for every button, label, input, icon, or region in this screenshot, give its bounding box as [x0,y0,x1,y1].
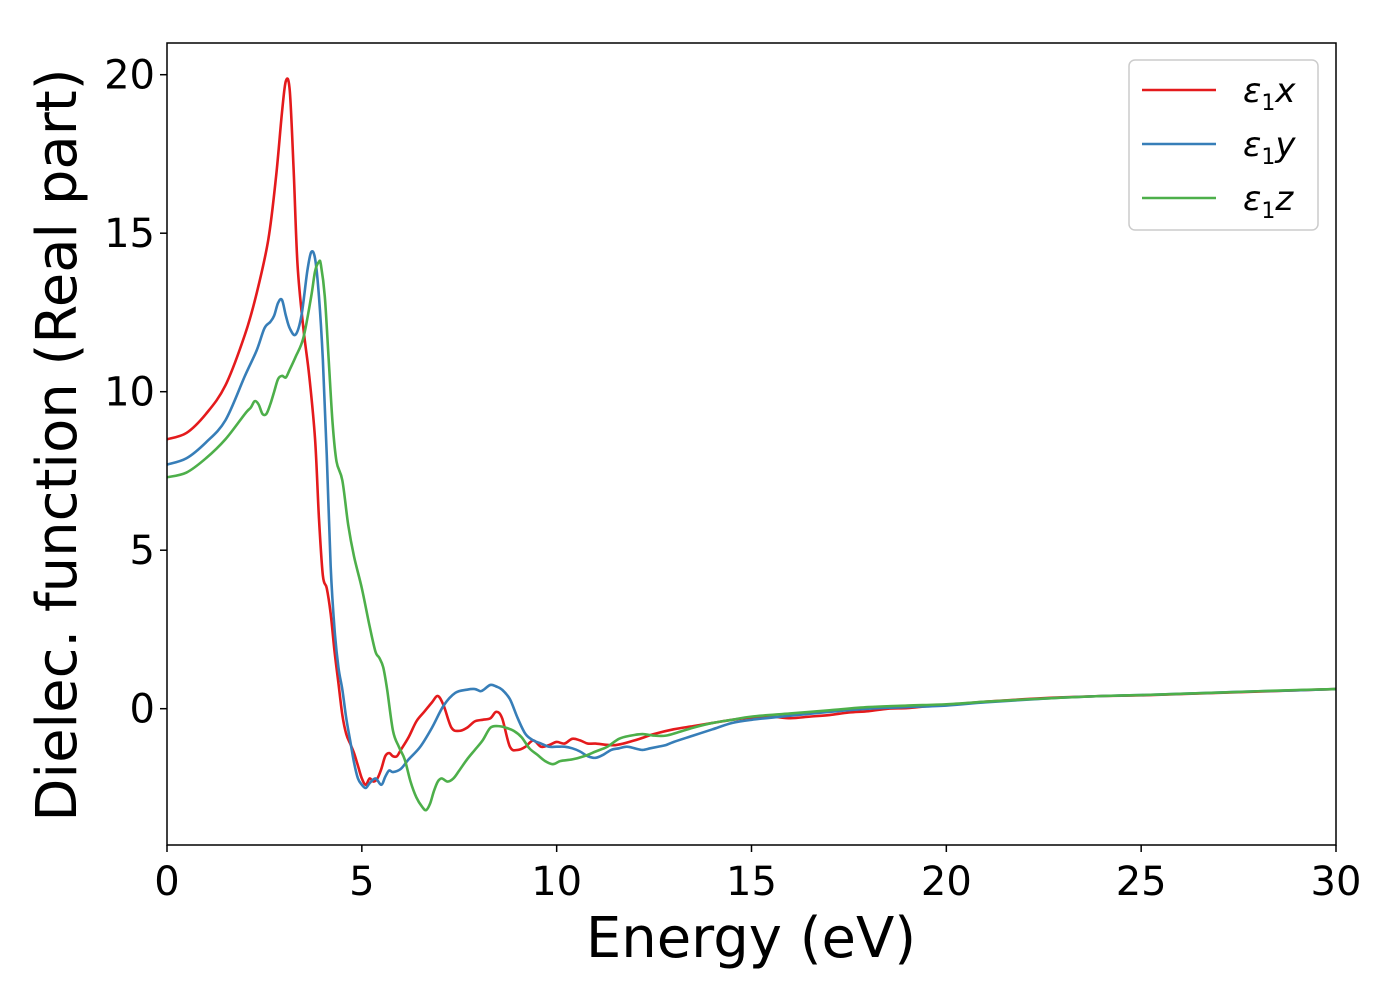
x-tick-label: 5 [349,859,374,905]
legend: ε1x ε1y ε1z [1128,59,1319,231]
x-tick-label: 0 [154,859,179,905]
y-tick-label: 10 [104,370,155,416]
y-tick-label: 15 [104,211,155,257]
x-tick-label: 10 [531,859,582,905]
series-line-x [167,77,1336,787]
legend-label-x: ε1x [1243,71,1296,116]
series-layer [167,77,1336,812]
legend-box [1128,59,1319,231]
x-tick-label: 20 [921,859,972,905]
x-tick-label: 15 [726,859,777,905]
y-axis-title: Dielec. function (Real part) [25,68,90,821]
legend-label-z: ε1z [1243,179,1294,224]
y-tick-label: 0 [130,687,155,733]
y-tick-label: 20 [104,53,155,99]
legend-entries: ε1x ε1y ε1z [1142,71,1296,224]
x-axis-title: Energy (eV) [586,906,916,971]
x-tick-label: 25 [1116,859,1167,905]
series-line-z [167,259,1336,812]
y-axis-ticks: 0 5 10 15 20 [104,53,167,733]
y-tick-label: 5 [130,528,155,574]
series-line-y [167,249,1336,790]
legend-label-y: ε1y [1243,125,1296,170]
x-tick-label: 30 [1311,859,1362,905]
x-axis-ticks: 0 5 10 15 20 25 30 [154,845,1361,905]
